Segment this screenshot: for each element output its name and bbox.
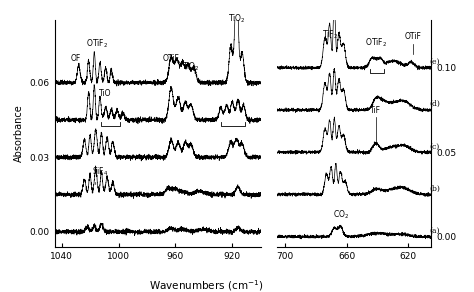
Text: SiF$_4$: SiF$_4$ [92, 166, 108, 178]
Text: OTiF: OTiF [163, 54, 180, 63]
Text: Wavenumbers (cm$^{-1}$): Wavenumbers (cm$^{-1}$) [149, 278, 264, 292]
Text: (b): (b) [430, 185, 441, 193]
Text: (d): (d) [430, 100, 441, 108]
Y-axis label: Absorbance: Absorbance [14, 105, 24, 162]
Text: OTiF: OTiF [404, 32, 421, 41]
Text: OTiF$_2$: OTiF$_2$ [86, 38, 108, 50]
Text: (c): (c) [430, 142, 440, 150]
Text: CO$_2$: CO$_2$ [333, 209, 349, 221]
Text: (e): (e) [430, 58, 440, 66]
Text: TiO: TiO [100, 88, 112, 98]
Text: OF: OF [71, 54, 81, 63]
Text: (a): (a) [430, 227, 440, 235]
Text: TiF$_2$: TiF$_2$ [321, 28, 338, 41]
Text: TiO$_2$: TiO$_2$ [228, 13, 246, 25]
Text: OTiF$_2$: OTiF$_2$ [365, 37, 387, 49]
Text: TiO$_2$: TiO$_2$ [182, 60, 200, 73]
Text: TiF: TiF [370, 106, 382, 115]
